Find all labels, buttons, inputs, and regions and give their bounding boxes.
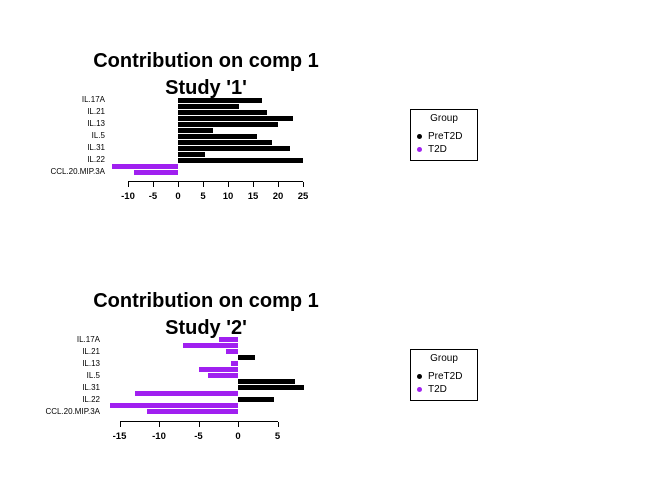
bar-unlabeled [178,152,205,157]
bar-unlabeled [198,367,238,372]
bar-unlabeled [134,391,238,396]
feature-label: IL.17A [81,95,105,104]
legend-item-label: PreT2D [428,370,463,382]
x-axis-tick [178,182,179,187]
x-axis-tick-label: 0 [235,431,241,442]
bar-unlabeled [238,355,255,360]
x-axis-tick [277,422,279,427]
bar-unlabeled [182,343,238,348]
legend-color-dot [417,374,422,380]
bar-unlabeled [178,128,213,133]
legend-item-label: PreT2D [428,130,463,142]
x-axis-tick [238,422,239,427]
legend-item-PreT2D: PreT2D [417,128,463,142]
feature-label: IL.13 [87,119,105,128]
bar-unlabeled [178,104,239,109]
x-axis-tick-label: 5 [274,431,281,442]
x-axis-tick-label: -15 [112,431,127,442]
x-axis-tick [128,182,129,187]
bar-CCL.20.MIP.3A [133,170,178,175]
x-axis-tick-label: -10 [121,191,135,202]
x-axis-line [119,421,278,422]
bar-unlabeled [110,403,238,408]
x-axis-tick [228,182,229,187]
legend-item-label: T2D [428,143,447,155]
bar-IL.22 [178,158,303,163]
x-axis-tick [278,182,279,187]
feature-label: IL.22 [87,155,105,164]
feature-label: IL.17A [76,335,100,344]
feature-label: IL.5 [91,131,105,140]
bar-IL.5 [178,134,257,139]
x-axis-tick-label: 25 [297,191,309,202]
bar-unlabeled [111,164,178,169]
bar-IL.31 [238,385,304,390]
chart1-subtitle: Study '1' [165,77,247,99]
feature-label: IL.5 [86,371,100,380]
bar-unlabeled [178,116,293,121]
x-axis-tick [303,182,304,187]
bar-CCL.20.MIP.3A [147,409,238,414]
legend-color-dot [417,387,422,393]
x-axis-line [128,181,303,182]
legend-item-PreT2D: PreT2D [417,368,463,382]
feature-label: IL.21 [82,347,100,356]
bar-IL.17A [219,337,238,342]
bar-unlabeled [178,140,272,145]
bar-IL.31 [178,146,290,151]
x-axis-tick-label: -5 [194,431,203,442]
legend-color-dot [417,147,422,153]
feature-label: CCL.20.MIP.3A [50,167,105,176]
bar-IL.13 [230,361,238,366]
chart1-title: Contribution on comp 1 [93,50,319,72]
legend-color-dot [417,134,422,140]
x-axis-tick [119,422,121,427]
feature-label: IL.31 [87,143,105,152]
x-axis-tick-label: 10 [222,191,234,202]
bar-IL.21 [226,349,238,354]
feature-label: IL.22 [82,395,100,404]
x-axis-tick [159,422,160,427]
feature-label: CCL.20.MIP.3A [45,407,100,416]
feature-label: IL.31 [82,383,100,392]
chart1-legend-box: Group PreT2D T2D [410,109,478,161]
bar-IL.21 [178,110,267,115]
chart2-legend-box: Group PreT2D T2D [410,349,478,401]
x-axis-tick [203,182,204,187]
bar-IL.5 [207,373,238,378]
x-axis-tick-label: 0 [175,191,181,202]
x-axis-tick [198,422,200,427]
bar-IL.22 [238,397,274,402]
x-axis-tick-label: -5 [148,191,158,202]
legend-item-label: T2D [428,383,447,395]
x-axis-tick-label: 15 [247,191,259,202]
bar-IL.13 [178,122,278,127]
legend-item-T2D: T2D [417,141,447,155]
chart2-legend-title: Group [430,353,458,364]
x-axis-tick [153,182,154,187]
chart2-subtitle: Study '2' [165,317,247,339]
bar-unlabeled [238,379,295,384]
chart2-title: Contribution on comp 1 [93,290,319,312]
x-axis-tick-label: 5 [200,191,206,202]
feature-label: IL.21 [87,107,105,116]
legend-item-T2D: T2D [417,381,447,395]
x-axis-tick [253,182,254,187]
chart1-legend-title: Group [430,113,458,124]
feature-label: IL.13 [82,359,100,368]
x-axis-tick-label: 20 [272,191,284,202]
x-axis-tick-label: -10 [152,431,166,442]
bar-IL.17A [178,98,262,103]
